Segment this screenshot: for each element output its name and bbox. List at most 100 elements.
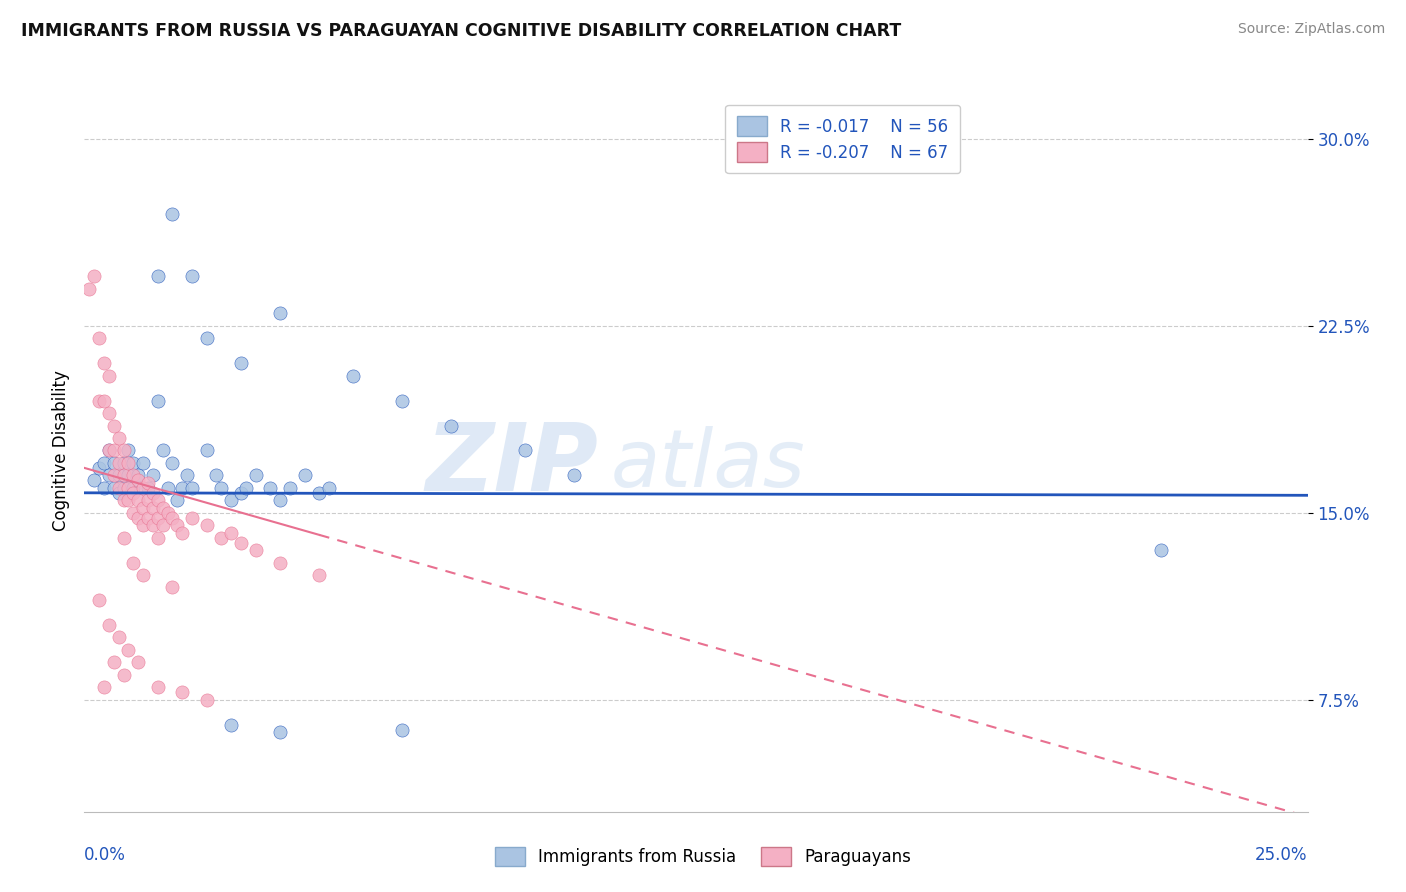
Point xyxy=(181,510,204,524)
Point xyxy=(117,443,139,458)
Point xyxy=(205,468,228,483)
Point xyxy=(136,510,159,524)
Point xyxy=(103,481,125,495)
Point xyxy=(152,443,174,458)
Text: IMMIGRANTS FROM RUSSIA VS PARAGUAYAN COGNITIVE DISABILITY CORRELATION CHART: IMMIGRANTS FROM RUSSIA VS PARAGUAYAN COG… xyxy=(21,22,901,40)
Point xyxy=(87,393,110,408)
Point xyxy=(93,680,115,694)
Point xyxy=(162,581,184,595)
Point xyxy=(162,207,184,221)
Point xyxy=(152,518,174,533)
Point xyxy=(209,531,232,545)
Point xyxy=(229,356,252,370)
Point xyxy=(172,525,194,540)
Point xyxy=(127,468,149,483)
Point xyxy=(107,630,129,644)
Point xyxy=(112,456,135,470)
Point xyxy=(308,568,330,582)
Point xyxy=(97,443,120,458)
Point xyxy=(122,456,145,470)
Point xyxy=(132,481,155,495)
Point xyxy=(112,667,135,681)
Point xyxy=(219,525,242,540)
Point xyxy=(97,468,120,483)
Point xyxy=(562,468,585,483)
Point xyxy=(112,481,135,495)
Point xyxy=(219,717,242,731)
Point xyxy=(229,485,252,500)
Point xyxy=(172,481,194,495)
Point xyxy=(132,500,155,515)
Point xyxy=(513,443,536,458)
Point xyxy=(391,393,413,408)
Point xyxy=(107,468,129,483)
Point xyxy=(195,443,218,458)
Point xyxy=(342,368,364,383)
Point xyxy=(87,331,110,345)
Point xyxy=(195,331,218,345)
Point xyxy=(259,481,281,495)
Point xyxy=(127,474,149,488)
Point xyxy=(245,468,267,483)
Point xyxy=(176,468,198,483)
Point xyxy=(136,493,159,508)
Point xyxy=(269,306,291,320)
Point xyxy=(269,493,291,508)
Point xyxy=(107,456,129,470)
Point xyxy=(77,281,100,295)
Point xyxy=(97,406,120,420)
Point xyxy=(1150,543,1173,558)
Text: ZIP: ZIP xyxy=(425,419,598,511)
Point xyxy=(87,593,110,607)
Point xyxy=(112,443,135,458)
Point xyxy=(235,481,257,495)
Point xyxy=(142,485,165,500)
Point xyxy=(117,456,139,470)
Point xyxy=(97,368,120,383)
Point xyxy=(142,468,165,483)
Point xyxy=(83,474,105,488)
Text: Source: ZipAtlas.com: Source: ZipAtlas.com xyxy=(1237,22,1385,37)
Point xyxy=(132,568,155,582)
Point xyxy=(122,468,145,483)
Point xyxy=(142,518,165,533)
Point xyxy=(127,655,149,669)
Point xyxy=(122,481,145,495)
Point xyxy=(136,475,159,490)
Point xyxy=(229,535,252,549)
Point xyxy=(195,692,218,706)
Point xyxy=(269,725,291,739)
Point xyxy=(93,481,115,495)
Text: 0.0%: 0.0% xyxy=(84,847,127,864)
Point xyxy=(122,506,145,520)
Point xyxy=(117,642,139,657)
Point xyxy=(146,393,169,408)
Point xyxy=(181,268,204,283)
Point xyxy=(132,456,155,470)
Point xyxy=(195,518,218,533)
Point xyxy=(181,481,204,495)
Point xyxy=(142,500,165,515)
Point xyxy=(391,723,413,737)
Point xyxy=(107,431,129,445)
Point xyxy=(112,468,135,483)
Point xyxy=(112,531,135,545)
Point xyxy=(97,443,120,458)
Point xyxy=(103,418,125,433)
Point xyxy=(93,356,115,370)
Point xyxy=(97,618,120,632)
Point xyxy=(146,510,169,524)
Point xyxy=(107,485,129,500)
Point xyxy=(166,518,188,533)
Point xyxy=(122,485,145,500)
Y-axis label: Cognitive Disability: Cognitive Disability xyxy=(52,370,70,531)
Point xyxy=(209,481,232,495)
Point xyxy=(103,456,125,470)
Point xyxy=(318,481,340,495)
Point xyxy=(93,456,115,470)
Point xyxy=(146,493,169,508)
Point xyxy=(127,493,149,508)
Point xyxy=(156,481,179,495)
Legend: Immigrants from Russia, Paraguayans: Immigrants from Russia, Paraguayans xyxy=(481,833,925,880)
Point xyxy=(172,685,194,699)
